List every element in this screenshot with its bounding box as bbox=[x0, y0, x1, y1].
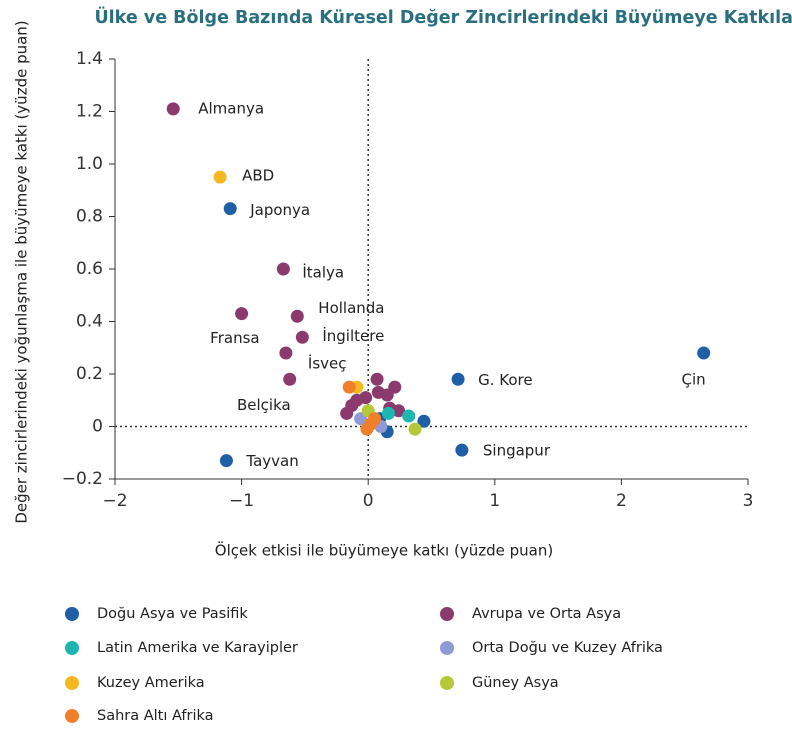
point bbox=[235, 307, 249, 321]
chart-title: Ülke ve Bölge Bazında Küresel Değer Zinc… bbox=[94, 6, 792, 28]
point bbox=[166, 102, 180, 116]
point-label: Almanya bbox=[198, 99, 264, 117]
legend-marker bbox=[65, 676, 79, 690]
point-label: Tayvan bbox=[245, 452, 298, 470]
x-tick-label: 3 bbox=[743, 491, 754, 511]
point bbox=[295, 330, 309, 344]
point bbox=[276, 262, 290, 276]
point-label: Çin bbox=[682, 371, 706, 389]
point bbox=[223, 202, 237, 216]
legend-label: Kuzey Amerika bbox=[97, 675, 205, 691]
y-tick-label: 0 bbox=[92, 417, 103, 437]
point bbox=[370, 372, 384, 386]
y-tick-label: 0.6 bbox=[76, 259, 103, 279]
legend-marker bbox=[440, 676, 454, 690]
point-label: Fransa bbox=[210, 329, 259, 347]
point-label: Belçika bbox=[237, 396, 291, 414]
point-label: ABD bbox=[242, 167, 274, 185]
point bbox=[697, 346, 711, 360]
point bbox=[392, 404, 406, 418]
y-tick-label: 0.8 bbox=[76, 207, 103, 227]
legend-marker bbox=[65, 709, 79, 723]
point bbox=[368, 412, 382, 426]
legend-marker bbox=[65, 641, 79, 655]
x-tick-label: 0 bbox=[363, 491, 374, 511]
legend-label: Latin Amerika ve Karayipler bbox=[97, 640, 298, 656]
point bbox=[290, 309, 304, 323]
legend-label: Doğu Asya ve Pasifik bbox=[97, 606, 248, 622]
y-tick-label: −0.2 bbox=[62, 469, 103, 489]
legend-label: Güney Asya bbox=[472, 675, 559, 691]
legend-marker bbox=[65, 607, 79, 621]
point bbox=[451, 372, 465, 386]
x-tick-label: 1 bbox=[489, 491, 500, 511]
point-label: G. Kore bbox=[478, 371, 533, 389]
point-label: Hollanda bbox=[318, 299, 384, 317]
point bbox=[219, 454, 233, 468]
point-label: İtalya bbox=[302, 263, 344, 282]
point bbox=[381, 406, 395, 420]
point bbox=[213, 170, 227, 184]
point-label: Singapur bbox=[483, 442, 551, 460]
point bbox=[279, 346, 293, 360]
legend-label: Orta Doğu ve Kuzey Afrika bbox=[472, 640, 663, 656]
point bbox=[408, 422, 422, 436]
point bbox=[342, 380, 356, 394]
x-tick-label: −2 bbox=[102, 491, 127, 511]
legend-marker bbox=[440, 607, 454, 621]
point-label: İngiltere bbox=[322, 326, 384, 345]
legend-label: Sahra Altı Afrika bbox=[97, 708, 214, 724]
point bbox=[380, 388, 394, 402]
point bbox=[402, 409, 416, 423]
y-tick-label: 0.2 bbox=[76, 364, 103, 384]
x-tick-label: 2 bbox=[616, 491, 627, 511]
x-tick-label: −1 bbox=[229, 491, 254, 511]
point bbox=[360, 422, 374, 436]
point bbox=[340, 406, 354, 420]
y-tick-label: 1.2 bbox=[76, 102, 103, 122]
y-axis-label: Değer zincirlerindeki yoğunlaşma ile büy… bbox=[13, 20, 31, 523]
point bbox=[417, 414, 431, 428]
point-label: Japonya bbox=[249, 201, 310, 219]
point bbox=[455, 443, 469, 457]
legend-marker bbox=[440, 641, 454, 655]
y-tick-label: 0.4 bbox=[76, 312, 103, 332]
point bbox=[283, 372, 297, 386]
y-tick-label: 1.0 bbox=[76, 154, 103, 174]
x-axis-label: Ölçek etkisi ile büyümeye katkı (yüzde p… bbox=[215, 541, 553, 560]
legend-label: Avrupa ve Orta Asya bbox=[472, 606, 621, 622]
y-tick-label: 1.4 bbox=[76, 49, 103, 69]
point-label: İsveç bbox=[308, 354, 347, 373]
